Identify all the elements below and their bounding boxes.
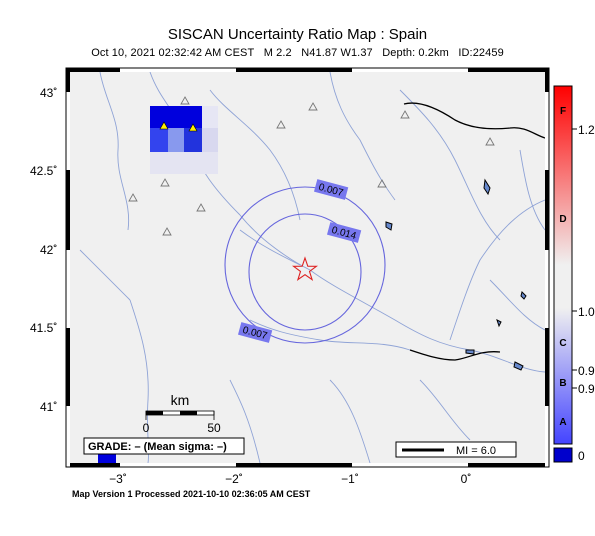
grade-box: GRADE: – (Mean sigma: –) bbox=[83, 437, 245, 455]
colorbar-letters: F D C B A bbox=[559, 106, 566, 428]
map-title: SISCAN Uncertainty Ratio Map : Spain bbox=[167, 26, 428, 43]
event-info: Oct 10, 2021 02:32:42 AM CEST M 2.2 N41.… bbox=[0, 47, 595, 59]
lon-tick-0: 0˚ bbox=[461, 472, 472, 486]
lat-tick-41-5: 41.5˚ bbox=[30, 321, 57, 335]
station-triangle-icon bbox=[128, 96, 495, 236]
svg-text:F: F bbox=[560, 106, 566, 117]
svg-text:A: A bbox=[559, 417, 566, 428]
station-markers bbox=[128, 96, 495, 236]
svg-text:GRADE: – (Mean sigma: –): GRADE: – (Mean sigma: –) bbox=[88, 441, 227, 453]
lat-tick-42-5: 42.5˚ bbox=[30, 164, 57, 178]
svg-text:B: B bbox=[559, 378, 566, 389]
lon-axis: −3˚ −2˚ −1˚ 0˚ bbox=[109, 472, 471, 486]
svg-text:0.9: 0.9 bbox=[578, 382, 595, 396]
borders bbox=[403, 102, 545, 361]
colorbar-gradient bbox=[553, 85, 573, 445]
svg-text:C: C bbox=[559, 338, 566, 349]
uncertainty-grid bbox=[98, 106, 218, 463]
svg-text:0.9: 0.9 bbox=[578, 364, 595, 378]
lon-tick-1: −1˚ bbox=[341, 472, 359, 486]
scale-unit: km bbox=[171, 392, 190, 408]
lat-tick-42: 42˚ bbox=[40, 243, 57, 257]
colorbar-values: 1.2 1.0 0.9 0.9 0 bbox=[572, 123, 595, 463]
reservoirs bbox=[385, 178, 527, 371]
svg-text:0: 0 bbox=[578, 449, 585, 463]
colorbar: F D C B A 1.2 1.0 0.9 0.9 0 bbox=[553, 85, 595, 463]
svg-text:1.2: 1.2 bbox=[578, 123, 595, 137]
contour-lines bbox=[224, 186, 386, 344]
scale-tick-0: 0 bbox=[143, 421, 150, 435]
event-magnitude: M 2.2 bbox=[263, 47, 292, 59]
scale-bar: km 0 50 bbox=[143, 392, 221, 435]
svg-text:MI = 6.0: MI = 6.0 bbox=[456, 445, 496, 457]
station-active-icon bbox=[159, 121, 169, 130]
event-id: ID:22459 bbox=[458, 47, 504, 59]
lon-tick-3: −3˚ bbox=[109, 472, 127, 486]
event-location: N41.87 W1.37 bbox=[301, 47, 373, 59]
lat-axis: 43˚ 42.5˚ 42˚ 41.5˚ 41˚ bbox=[30, 86, 57, 414]
svg-text:1.0: 1.0 bbox=[578, 305, 595, 319]
event-depth: Depth: 0.2km bbox=[382, 47, 449, 59]
lat-tick-41: 41˚ bbox=[40, 400, 57, 414]
land-area bbox=[70, 72, 545, 463]
rivers bbox=[79, 72, 545, 463]
event-datetime: Oct 10, 2021 02:32:42 AM CEST bbox=[91, 47, 255, 59]
station-active-icon bbox=[188, 123, 198, 132]
lat-tick-43: 43˚ bbox=[40, 86, 57, 100]
svg-text:D: D bbox=[559, 214, 566, 225]
scale-tick-50: 50 bbox=[207, 421, 221, 435]
lon-tick-2: −2˚ bbox=[225, 472, 243, 486]
colorbar-min-swatch bbox=[553, 447, 573, 463]
epicenter-star-icon bbox=[291, 256, 319, 281]
frame-ticks bbox=[66, 68, 549, 467]
processing-footer: Map Version 1 Processed 2021-10-10 02:36… bbox=[72, 489, 311, 499]
mi-legend-box: MI = 6.0 bbox=[395, 441, 517, 458]
